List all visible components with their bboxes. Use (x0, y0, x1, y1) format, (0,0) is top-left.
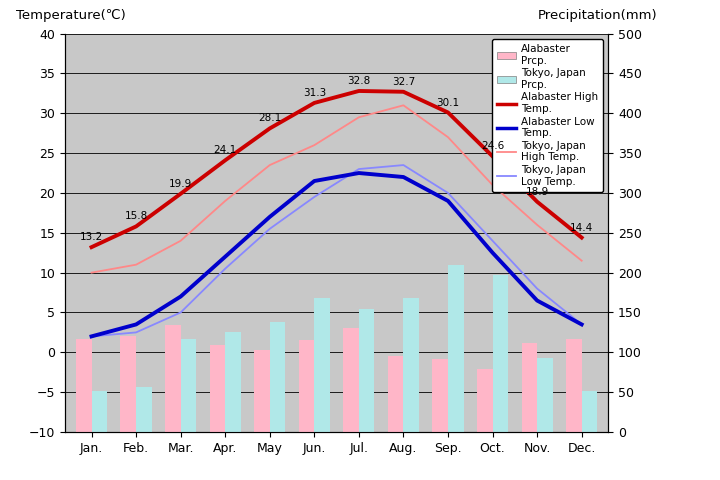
Bar (388, 356, 403, 432)
Text: 24.1: 24.1 (214, 145, 237, 156)
Bar (582, 391, 598, 432)
Text: 13.2: 13.2 (80, 232, 103, 242)
Text: 28.1: 28.1 (258, 113, 282, 123)
Bar (566, 339, 582, 432)
Bar (477, 369, 492, 432)
Text: 31.3: 31.3 (302, 88, 326, 98)
Bar (521, 343, 537, 432)
Bar (433, 359, 448, 432)
Bar (91, 391, 107, 432)
Text: Precipitation(mm): Precipitation(mm) (538, 9, 657, 22)
Legend: Alabaster
Prcp., Tokyo, Japan
Prcp., Alabaster High
Temp., Alabaster Low
Temp., : Alabaster Prcp., Tokyo, Japan Prcp., Ala… (492, 39, 603, 192)
Bar (181, 339, 197, 432)
Text: 15.8: 15.8 (125, 212, 148, 221)
Bar (315, 298, 330, 432)
Bar (254, 350, 270, 432)
Bar (448, 265, 464, 432)
Text: 32.8: 32.8 (347, 76, 371, 86)
Text: 18.9: 18.9 (526, 187, 549, 197)
Bar (343, 328, 359, 432)
Bar (76, 339, 91, 432)
Bar (165, 325, 181, 432)
Text: 32.7: 32.7 (392, 77, 415, 87)
Bar (210, 345, 225, 432)
Text: 14.4: 14.4 (570, 223, 593, 233)
Bar (492, 275, 508, 432)
Text: Temperature(℃): Temperature(℃) (16, 9, 125, 22)
Bar (359, 309, 374, 432)
Text: 24.6: 24.6 (481, 142, 504, 151)
Bar (136, 387, 152, 432)
Bar (537, 358, 553, 432)
Text: 19.9: 19.9 (169, 179, 192, 189)
Bar (299, 339, 315, 432)
Bar (120, 336, 136, 432)
Bar (270, 322, 285, 432)
Bar (225, 332, 240, 432)
Bar (403, 298, 419, 432)
Text: 30.1: 30.1 (436, 97, 459, 108)
